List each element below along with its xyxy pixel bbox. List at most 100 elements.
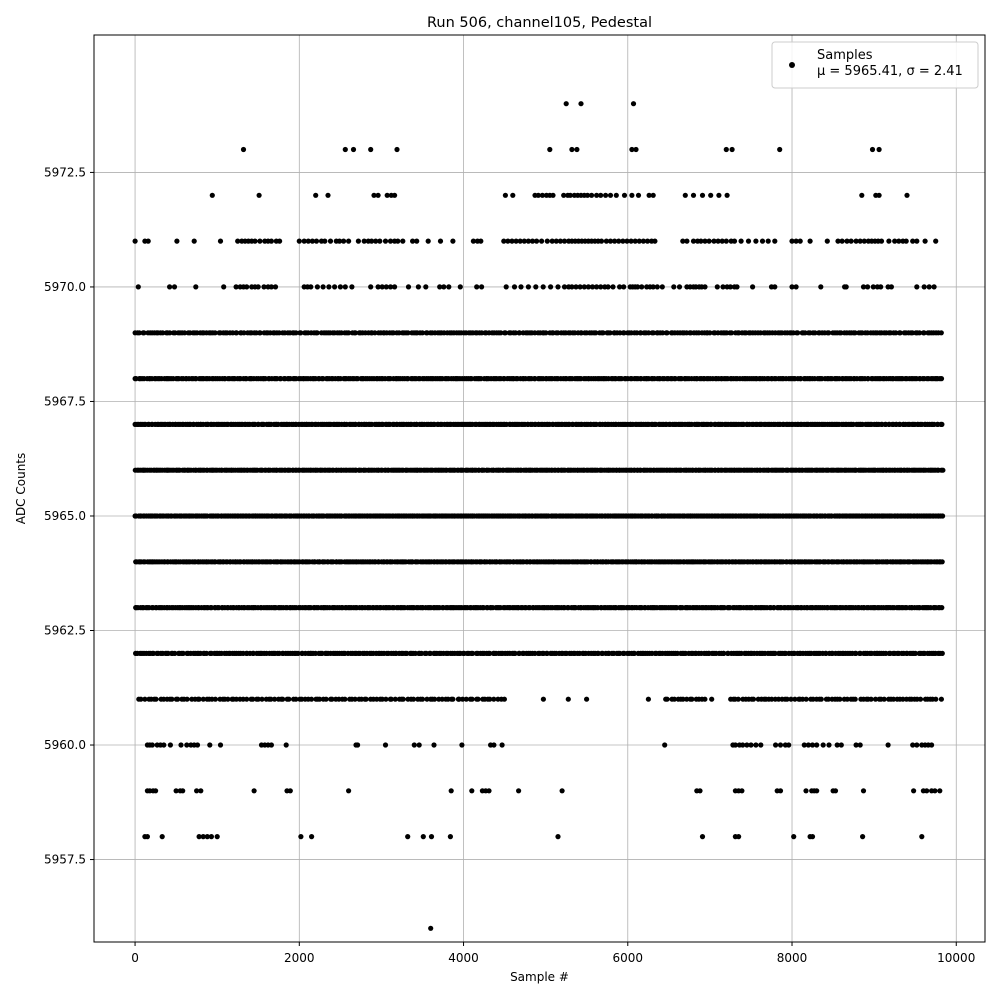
data-point (388, 696, 394, 702)
data-point (910, 238, 916, 244)
data-point (738, 238, 744, 244)
data-point (342, 696, 348, 702)
data-point (350, 146, 357, 153)
data-point (857, 238, 863, 244)
data-point (940, 513, 946, 519)
x-tick-label: 6000 (613, 951, 644, 965)
data-point (859, 192, 865, 198)
data-point (178, 742, 184, 748)
data-point (709, 696, 715, 702)
y-tick-label: 5965.0 (44, 509, 86, 523)
data-point (714, 284, 720, 290)
data-point (852, 696, 858, 702)
data-point (419, 330, 425, 336)
data-point (293, 696, 299, 702)
data-point (720, 284, 726, 290)
data-point (699, 834, 706, 840)
data-point (886, 238, 892, 244)
data-point (450, 696, 456, 702)
data-point (283, 742, 289, 748)
data-point (574, 146, 580, 153)
data-point (369, 238, 375, 244)
data-point (280, 696, 286, 702)
data-point (803, 696, 809, 702)
data-point (598, 238, 605, 244)
data-point (848, 238, 854, 244)
y-axis-label: ADC Counts (14, 453, 28, 525)
data-point (548, 284, 554, 290)
data-point (298, 330, 304, 336)
data-point (797, 238, 803, 244)
data-point (382, 742, 389, 748)
data-point (805, 742, 812, 748)
data-point (240, 146, 247, 153)
data-point (861, 238, 867, 244)
data-point (182, 330, 188, 336)
data-point (853, 742, 859, 748)
data-point (921, 330, 927, 336)
data-point (169, 696, 175, 702)
data-point (379, 696, 385, 702)
data-point (569, 284, 575, 290)
data-point (525, 238, 532, 244)
data-point (617, 284, 623, 290)
data-point (745, 238, 752, 244)
data-point (888, 284, 895, 290)
data-point (698, 238, 704, 244)
data-point (251, 788, 257, 794)
data-point (938, 376, 945, 382)
data-point (702, 284, 708, 290)
data-point (603, 192, 609, 198)
data-point (789, 284, 795, 290)
data-point (890, 696, 897, 702)
data-point (897, 330, 903, 336)
data-point (561, 238, 568, 244)
data-point (728, 330, 735, 336)
data-point (594, 192, 600, 198)
data-point (809, 742, 816, 748)
data-point (777, 742, 784, 748)
y-tick-label: 5967.5 (44, 394, 86, 408)
data-point (690, 192, 697, 198)
data-point (317, 696, 323, 702)
data-point (323, 696, 329, 702)
data-point (535, 192, 541, 198)
data-point (878, 238, 885, 244)
data-point (457, 284, 463, 290)
y-tick-label: 5970.0 (44, 280, 86, 294)
data-point (544, 238, 550, 244)
data-point (244, 696, 250, 702)
data-point (153, 696, 159, 702)
data-point (607, 330, 613, 336)
legend-box (771, 41, 979, 89)
data-point (446, 284, 452, 290)
data-point (287, 788, 293, 794)
data-point (382, 238, 389, 244)
data-point (702, 696, 708, 702)
data-point (605, 284, 611, 290)
data-point (295, 650, 301, 657)
data-point (734, 284, 740, 290)
data-point (161, 742, 167, 748)
data-point (788, 696, 794, 702)
data-point (387, 284, 394, 290)
data-point (652, 238, 658, 244)
data-point (931, 284, 937, 290)
data-point (744, 742, 750, 748)
data-point (209, 192, 215, 198)
plot-frame (93, 34, 986, 943)
data-point (723, 146, 729, 153)
data-point (411, 742, 417, 748)
data-point (145, 238, 151, 244)
data-point (320, 284, 326, 290)
data-point (217, 238, 224, 244)
data-point (144, 834, 150, 840)
data-point (893, 330, 899, 336)
data-point (512, 330, 519, 336)
data-point (387, 238, 394, 244)
y-tick-label: 5957.5 (44, 853, 86, 867)
data-point (383, 696, 389, 702)
data-point (138, 696, 144, 702)
data-point (640, 238, 647, 244)
data-point (180, 650, 186, 657)
